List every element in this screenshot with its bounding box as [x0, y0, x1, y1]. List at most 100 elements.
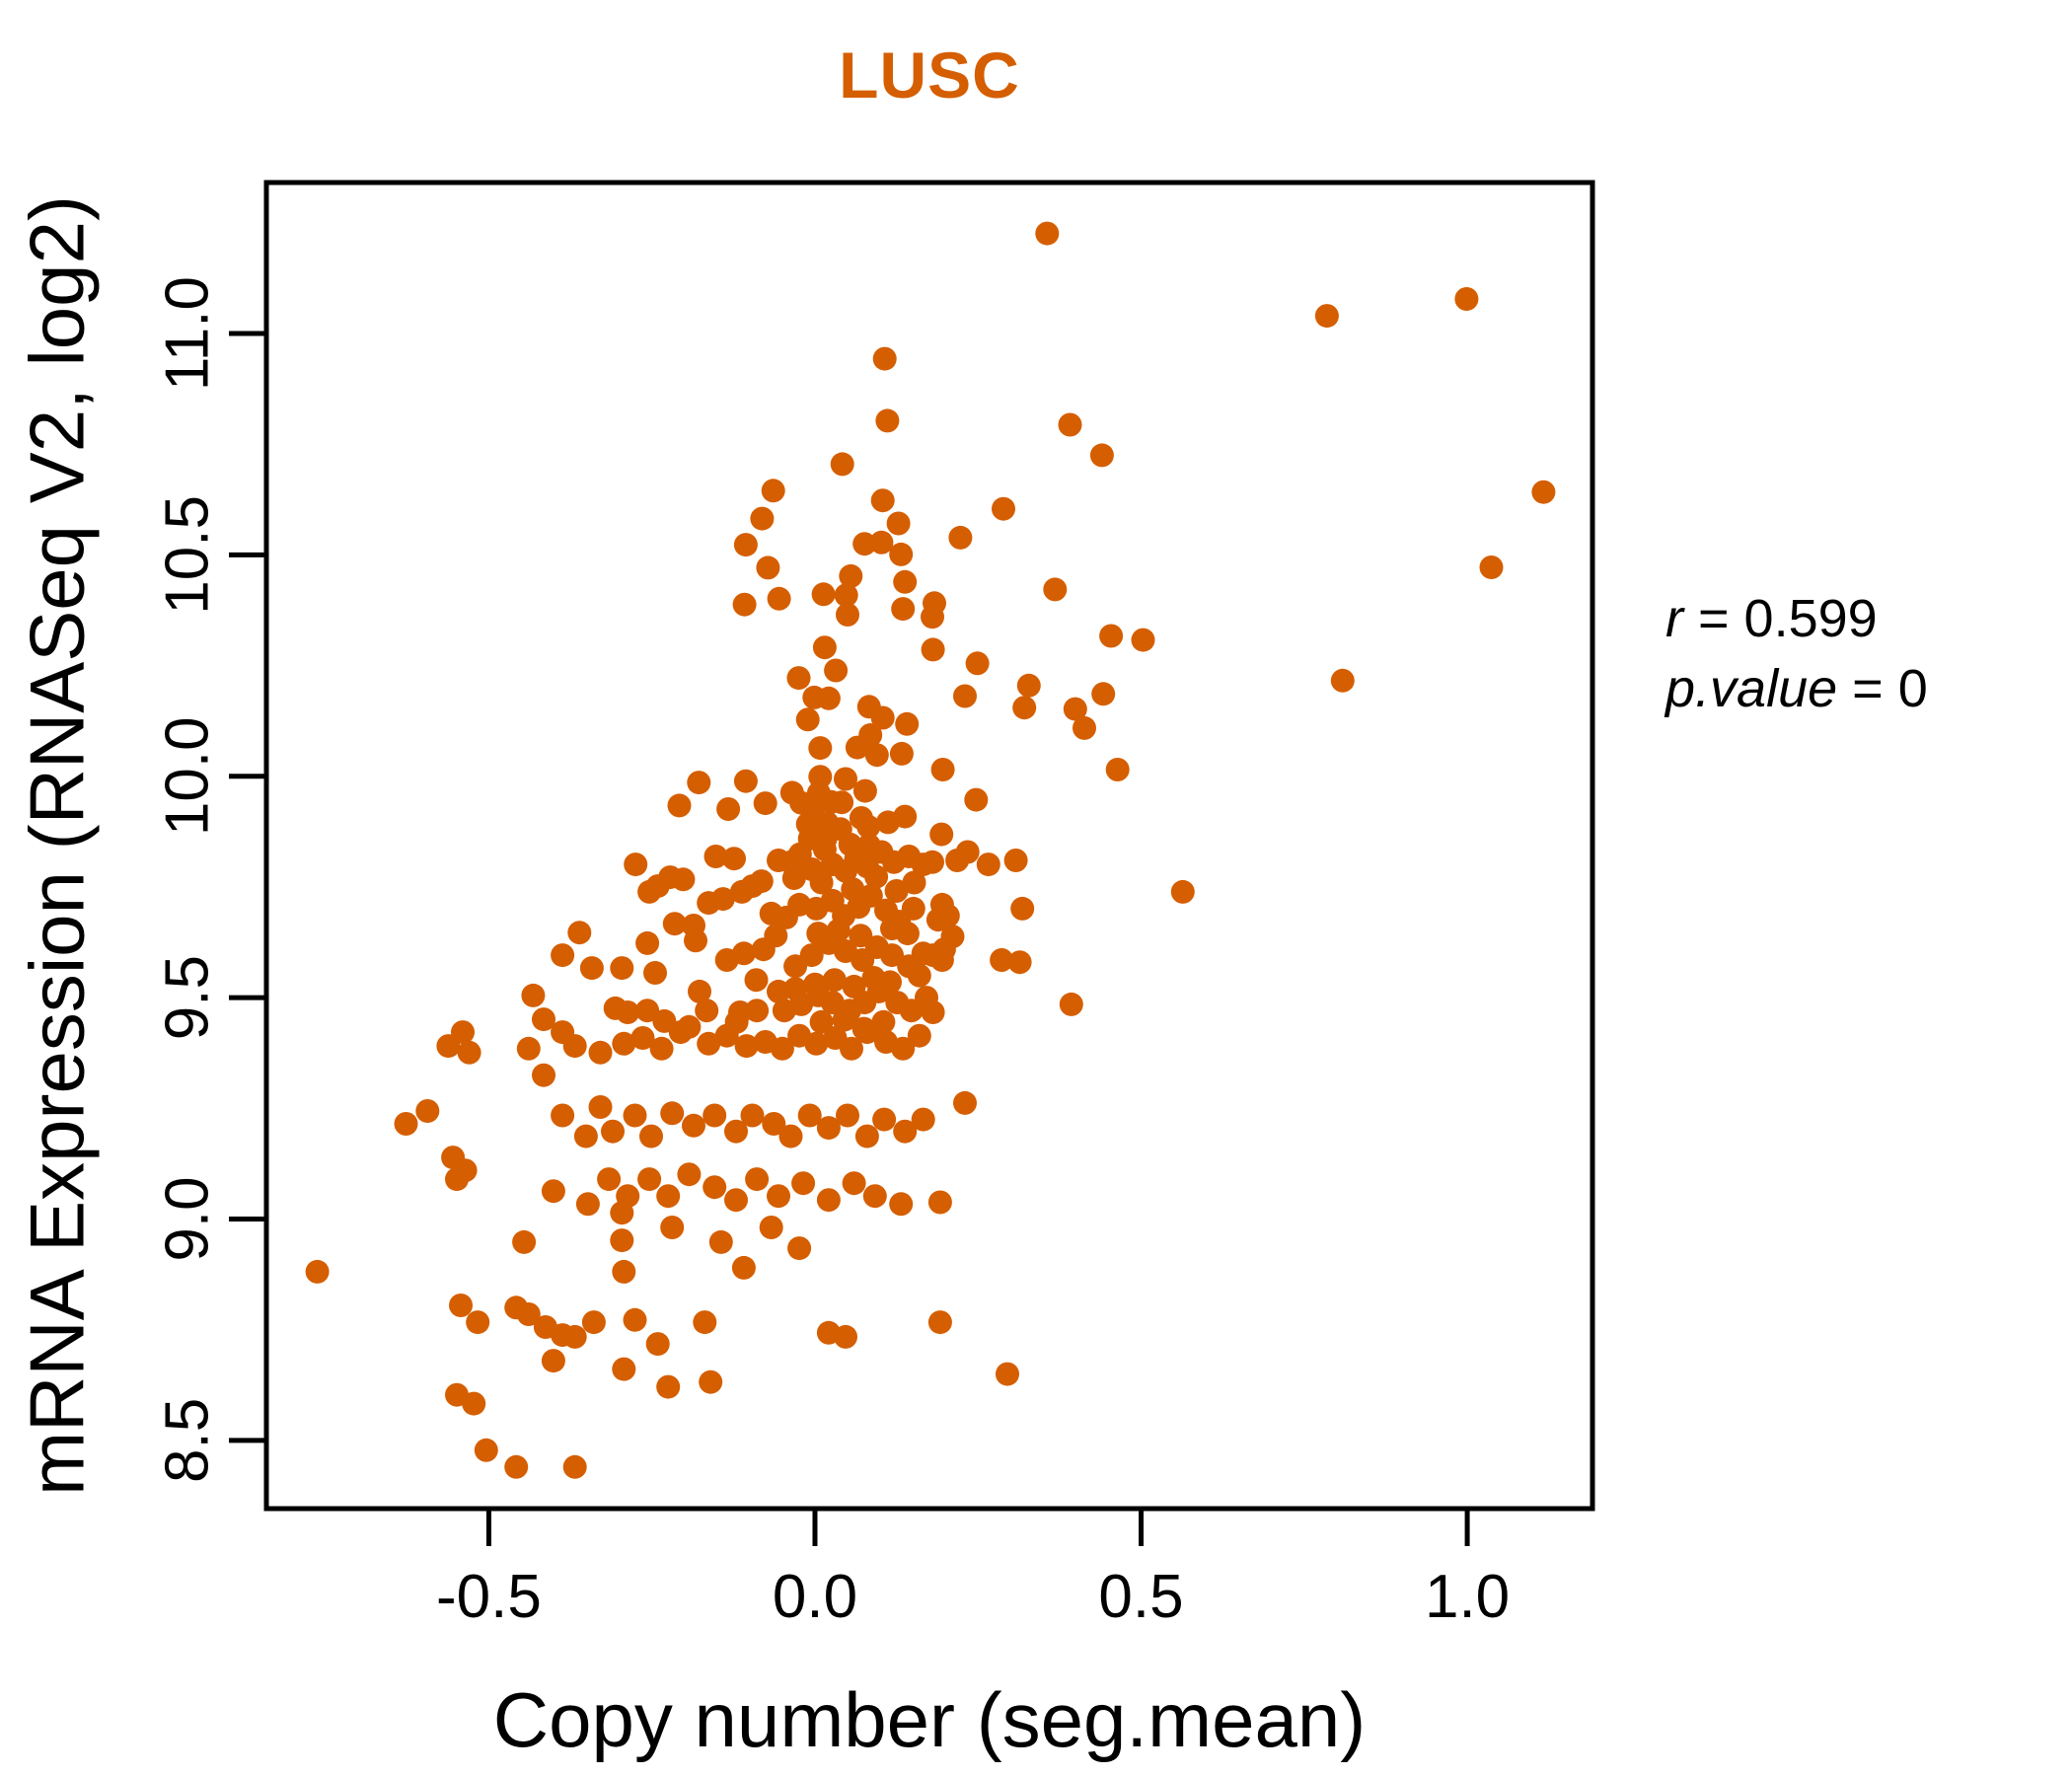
data-point — [645, 1332, 670, 1357]
data-point — [753, 791, 777, 816]
data-point — [551, 943, 575, 968]
data-point — [852, 778, 877, 803]
data-point — [724, 1119, 748, 1144]
data-point — [781, 866, 806, 890]
x-tick-label: 0.0 — [773, 1563, 857, 1631]
data-point — [1170, 879, 1195, 904]
data-point — [834, 767, 857, 791]
data-point — [688, 979, 711, 1003]
data-point — [588, 1040, 613, 1065]
data-point — [830, 452, 854, 477]
data-point — [759, 1216, 783, 1239]
data-point — [1007, 950, 1032, 975]
data-point — [880, 943, 904, 968]
data-point — [893, 569, 918, 594]
data-point — [889, 542, 914, 566]
data-point — [724, 1009, 749, 1034]
data-point — [449, 1294, 473, 1317]
data-point — [816, 1188, 841, 1213]
data-point — [764, 924, 788, 948]
data-point — [521, 983, 546, 1007]
data-point — [921, 637, 945, 662]
data-point — [624, 852, 648, 877]
data-point — [677, 1014, 702, 1039]
data-point — [891, 1036, 916, 1061]
data-point — [840, 1036, 863, 1061]
data-point — [875, 408, 900, 433]
data-point — [911, 1107, 935, 1132]
data-point — [872, 346, 897, 371]
data-point — [826, 918, 851, 942]
plot-box — [263, 180, 1595, 1512]
data-point — [597, 1167, 622, 1192]
data-point — [921, 1000, 945, 1024]
data-point — [789, 790, 814, 815]
data-point — [787, 1236, 812, 1261]
data-point — [581, 1310, 606, 1335]
data-point — [756, 555, 780, 580]
data-point — [849, 924, 873, 948]
data-point — [579, 956, 604, 981]
data-point — [839, 563, 863, 588]
data-point — [907, 963, 931, 988]
data-point — [693, 1310, 717, 1335]
data-point — [889, 741, 914, 766]
data-point — [733, 769, 758, 793]
data-point — [816, 1116, 841, 1141]
data-point — [778, 1124, 803, 1148]
data-point — [809, 870, 834, 895]
data-point — [872, 1107, 897, 1132]
data-point — [532, 1063, 555, 1087]
data-point — [1003, 849, 1028, 872]
chart-title: LUSC — [839, 38, 1020, 111]
data-point — [305, 1259, 330, 1284]
data-point — [851, 1016, 876, 1041]
data-point — [841, 877, 865, 902]
data-point — [761, 479, 785, 503]
data-point — [895, 711, 920, 736]
data-point — [953, 1090, 977, 1115]
data-point — [1012, 696, 1037, 720]
data-point — [767, 586, 791, 611]
annotation-line-pvalue: p.value = 0 — [1665, 654, 1928, 724]
data-point — [695, 999, 719, 1023]
data-point — [921, 605, 944, 629]
data-point — [551, 1103, 575, 1128]
data-point — [806, 922, 831, 946]
data-point — [816, 686, 841, 710]
data-point — [415, 1099, 440, 1123]
data-point — [637, 879, 662, 904]
y-tick-label: 8.5 — [154, 1398, 222, 1483]
annotation-r-eq: = — [1682, 589, 1744, 648]
data-point — [1099, 624, 1124, 648]
data-point — [562, 1034, 587, 1059]
data-point — [732, 592, 757, 617]
data-point — [809, 1009, 834, 1034]
data-point — [623, 1103, 647, 1128]
data-point — [745, 1167, 770, 1192]
data-point — [677, 1162, 702, 1187]
data-point — [516, 1302, 541, 1326]
data-point — [884, 879, 909, 903]
data-point — [893, 804, 918, 829]
data-point — [635, 999, 660, 1023]
data-point — [927, 1310, 952, 1335]
data-point — [734, 1034, 759, 1059]
data-point — [836, 603, 859, 627]
data-point — [965, 651, 990, 676]
data-point — [832, 1007, 856, 1032]
data-point — [532, 1007, 555, 1032]
data-point — [1059, 992, 1083, 1016]
data-point — [862, 1184, 887, 1209]
data-point — [575, 1192, 600, 1217]
data-point — [1043, 577, 1068, 602]
data-point — [811, 582, 836, 607]
data-point — [834, 1324, 857, 1349]
data-point — [733, 533, 758, 557]
annotation-p-eq: = — [1837, 659, 1898, 719]
data-point — [927, 1190, 952, 1215]
y-tick-label: 11.0 — [154, 276, 222, 391]
data-point — [929, 948, 954, 972]
data-point — [901, 896, 925, 921]
data-point — [612, 1259, 636, 1284]
